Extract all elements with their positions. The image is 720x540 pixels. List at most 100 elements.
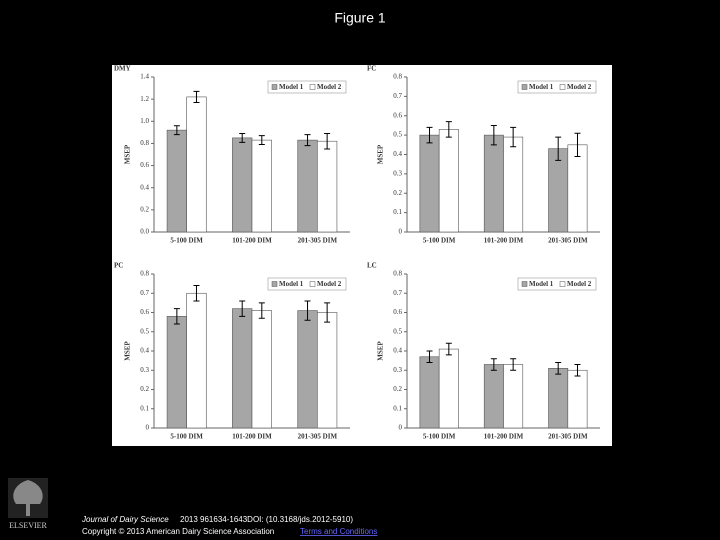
legend-swatch <box>521 281 528 287</box>
bar <box>251 139 272 233</box>
legend-label: Model 2 <box>567 280 592 288</box>
error-bar <box>258 135 265 146</box>
legend-label: Model 1 <box>529 83 554 91</box>
panel-label: LC <box>367 262 377 270</box>
y-axis-label: MSEP <box>124 144 132 164</box>
bar <box>419 356 440 429</box>
legend-box <box>517 277 597 291</box>
bar <box>251 310 272 429</box>
y-tick-label: 0 <box>399 228 403 236</box>
citation: 2013 961634-1643DOI: (10.3168/jds.2012-5… <box>180 515 353 524</box>
error-bar <box>173 125 180 136</box>
error-bar <box>258 302 265 319</box>
x-tick-label: 5-100 DIM <box>423 237 456 245</box>
legend-box <box>267 277 347 291</box>
error-bar <box>193 90 200 103</box>
error-bar <box>510 358 517 371</box>
error-bar <box>324 132 331 150</box>
x-tick-label: 201-305 DIM <box>298 433 338 441</box>
bar <box>232 308 253 429</box>
y-tick-label: 0.6 <box>140 308 149 316</box>
y-tick-label: 0.1 <box>393 404 402 412</box>
legend-swatch <box>309 281 316 287</box>
legend-box <box>517 80 597 94</box>
bar <box>567 144 588 233</box>
y-tick-label: 0 <box>146 424 150 432</box>
bar <box>297 139 318 233</box>
error-bar <box>304 134 311 147</box>
error-bar <box>510 126 517 148</box>
legend-label: Model 2 <box>317 280 342 288</box>
panel-label: FC <box>367 65 376 73</box>
error-bar <box>239 300 246 317</box>
y-tick-label: 0.3 <box>140 366 149 374</box>
bar <box>166 316 187 429</box>
bar <box>483 134 504 233</box>
error-bar <box>574 363 581 377</box>
y-tick-label: 0.2 <box>140 385 149 393</box>
bar <box>548 148 569 233</box>
bar <box>503 364 524 429</box>
y-tick-label: 0.7 <box>140 289 149 297</box>
y-tick-label: 0.3 <box>393 169 402 177</box>
y-tick-label: 0.2 <box>140 205 149 213</box>
copyright: Copyright © 2013 American Dairy Science … <box>82 527 274 536</box>
bar <box>503 136 524 233</box>
y-tick-label: 0.8 <box>393 270 402 278</box>
bar <box>438 348 459 429</box>
y-axis-label: MSEP <box>377 341 385 361</box>
legend-swatch <box>271 281 278 287</box>
legend-swatch <box>559 281 566 287</box>
legend-label: Model 1 <box>279 280 304 288</box>
bar <box>567 369 588 429</box>
error-bar <box>574 132 581 157</box>
legend-box <box>267 80 347 94</box>
bar <box>548 368 569 429</box>
legend-label: Model 1 <box>529 280 554 288</box>
error-bar <box>490 358 497 371</box>
bar <box>317 140 338 233</box>
y-tick-label: 0.4 <box>140 183 149 191</box>
y-axis-label: MSEP <box>377 144 385 164</box>
y-tick-label: 0.8 <box>393 73 402 81</box>
y-tick-label: 1.2 <box>140 95 149 103</box>
y-tick-label: 0.4 <box>140 347 149 355</box>
error-bar <box>445 342 452 356</box>
y-tick-label: 0.2 <box>393 189 402 197</box>
y-axis-label: MSEP <box>124 341 132 361</box>
y-tick-label: 0.5 <box>393 327 402 335</box>
y-tick-label: 0.3 <box>393 366 402 374</box>
error-bar <box>555 362 562 375</box>
terms-link[interactable]: Terms and Conditions <box>300 527 377 536</box>
x-tick-label: 201-305 DIM <box>548 433 588 441</box>
y-tick-label: 0.1 <box>393 208 402 216</box>
bar <box>232 137 253 233</box>
y-tick-label: 0.6 <box>393 111 402 119</box>
x-tick-label: 201-305 DIM <box>548 237 588 245</box>
bar <box>483 364 504 429</box>
legend-swatch <box>271 84 278 90</box>
bar <box>438 129 459 233</box>
y-tick-label: 0.4 <box>393 150 402 158</box>
y-tick-label: 0.0 <box>140 228 149 236</box>
charts: DMY MSEP 0.0 0.2 0.4 0.6 0.8 1.0 1.2 1.4 5-100 DIM… <box>114 65 600 441</box>
error-bar <box>445 121 452 138</box>
legend-swatch <box>559 84 566 90</box>
bar <box>297 310 318 429</box>
y-tick-label: 0.2 <box>393 385 402 393</box>
x-tick-label: 101-200 DIM <box>232 433 272 441</box>
bar <box>317 312 338 429</box>
panel-label: PC <box>114 262 123 270</box>
y-tick-label: 0 <box>399 424 403 432</box>
error-bar <box>426 126 433 144</box>
x-tick-label: 101-200 DIM <box>484 433 524 441</box>
x-tick-label: 5-100 DIM <box>170 433 203 441</box>
legend-label: Model 2 <box>317 83 342 91</box>
legend-label: Model 2 <box>567 83 592 91</box>
x-tick-label: 101-200 DIM <box>484 237 524 245</box>
legend-swatch <box>309 84 316 90</box>
y-tick-label: 0.5 <box>140 327 149 335</box>
y-tick-label: 0.4 <box>393 347 402 355</box>
bar <box>166 129 187 233</box>
bar <box>186 292 207 429</box>
